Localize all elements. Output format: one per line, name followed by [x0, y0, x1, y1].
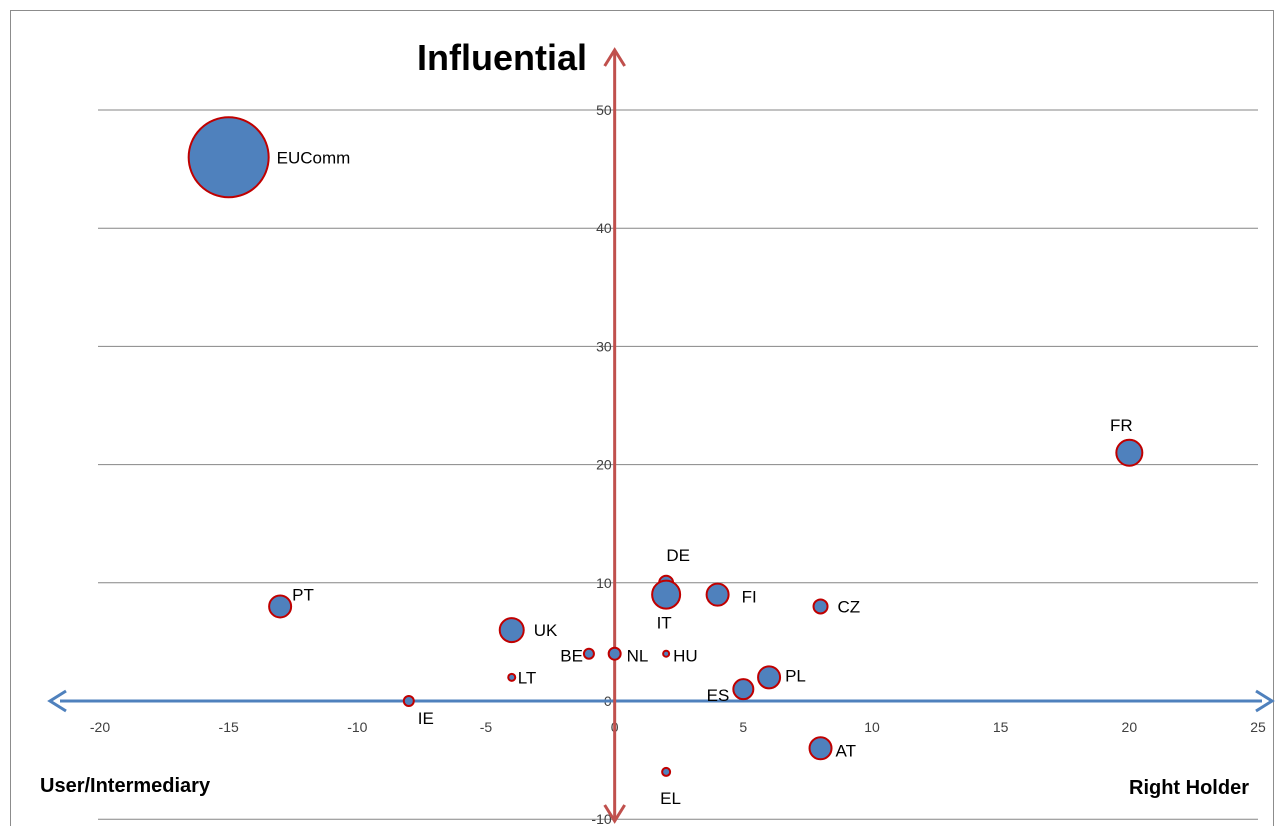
x-axis-arrowhead-left	[47, 689, 67, 713]
x-tick-label: 25	[1250, 719, 1266, 735]
point-label-at: AT	[836, 741, 856, 760]
point-label-nl: NL	[627, 647, 649, 666]
bubble-fi	[705, 582, 730, 607]
y-tick-label: 40	[596, 220, 612, 236]
bubble-cz	[812, 598, 829, 615]
bubble-ie	[402, 695, 415, 707]
point-label-es: ES	[707, 686, 730, 705]
x-tick-labels: -20-15-10-50510152025	[90, 719, 1266, 735]
x-tick-label: 5	[739, 719, 747, 735]
point-label-be: BE	[560, 647, 583, 666]
point-label-it: IT	[657, 614, 672, 633]
y-axis-arrow	[603, 47, 626, 824]
x-tick-label: -10	[347, 719, 367, 735]
bubble-hu	[662, 649, 671, 658]
bubble-lt	[507, 672, 517, 682]
chart-frame	[10, 10, 1274, 826]
bubble-el	[661, 766, 672, 777]
point-label-el: EL	[660, 789, 681, 808]
point-label-fr: FR	[1110, 416, 1133, 435]
x-tick-label: 15	[993, 719, 1009, 735]
point-label-uk: UK	[534, 621, 558, 640]
bubble-be	[582, 647, 595, 660]
bubble-pl	[757, 665, 782, 690]
y-tick-label: -10	[591, 811, 611, 827]
x-axis-arrowhead-right	[1255, 689, 1275, 713]
x-axis-label-right: Right Holder	[1129, 777, 1249, 799]
grid-lines	[98, 109, 1258, 820]
point-label-eucomm: EUComm	[277, 148, 351, 167]
y-tick-label: 10	[596, 575, 612, 591]
point-label-ie: IE	[418, 709, 434, 728]
point-labels: EUComm FR PT UK DE IT FI CZ BE NL HU LT PL ES IE AT EL	[277, 148, 1133, 808]
y-tick-label: 50	[596, 102, 612, 118]
point-label-fi: FI	[742, 588, 757, 607]
x-tick-label: -5	[480, 719, 493, 735]
x-tick-label: 20	[1122, 719, 1138, 735]
point-label-cz: CZ	[838, 597, 861, 616]
x-tick-label: -20	[90, 719, 110, 735]
y-axis-arrowhead-bottom	[603, 804, 626, 824]
bubble-nl	[607, 646, 622, 661]
chart-title: Influential	[417, 37, 587, 78]
x-tick-label: -15	[219, 719, 239, 735]
data-points	[187, 116, 1144, 777]
bubble-eucomm	[187, 116, 270, 199]
point-label-lt: LT	[518, 668, 537, 687]
bubble-es	[732, 678, 755, 701]
point-label-de: DE	[666, 546, 690, 565]
point-label-hu: HU	[673, 647, 698, 666]
bubble-it	[651, 579, 682, 610]
y-axis-arrowhead-top	[603, 47, 626, 67]
y-tick-label: 20	[596, 457, 612, 473]
bubble-at	[808, 736, 833, 761]
x-axis-label-left: User/Intermediary	[40, 775, 211, 797]
point-label-pt: PT	[292, 585, 314, 604]
point-label-pl: PL	[785, 666, 806, 685]
bubble-pt	[268, 594, 293, 619]
bubble-uk	[498, 617, 525, 644]
y-tick-label: 30	[596, 338, 612, 354]
bubble-fr	[1115, 438, 1144, 467]
x-tick-label: 10	[864, 719, 880, 735]
x-axis-arrow	[47, 689, 1275, 713]
